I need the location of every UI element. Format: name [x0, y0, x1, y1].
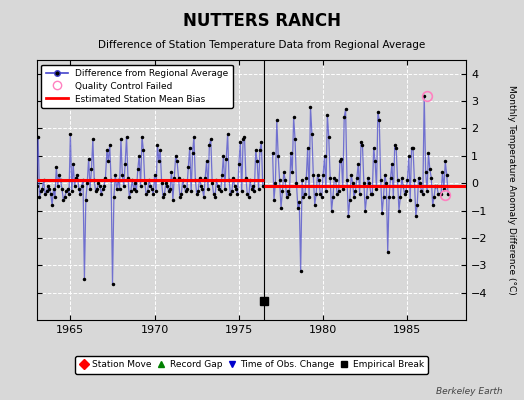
Text: NUTTERS RANCH: NUTTERS RANCH: [183, 12, 341, 30]
Legend: Station Move, Record Gap, Time of Obs. Change, Empirical Break: Station Move, Record Gap, Time of Obs. C…: [75, 356, 428, 374]
Text: Berkeley Earth: Berkeley Earth: [436, 387, 503, 396]
Y-axis label: Monthly Temperature Anomaly Difference (°C): Monthly Temperature Anomaly Difference (…: [507, 85, 516, 295]
Text: Difference of Station Temperature Data from Regional Average: Difference of Station Temperature Data f…: [99, 40, 425, 50]
